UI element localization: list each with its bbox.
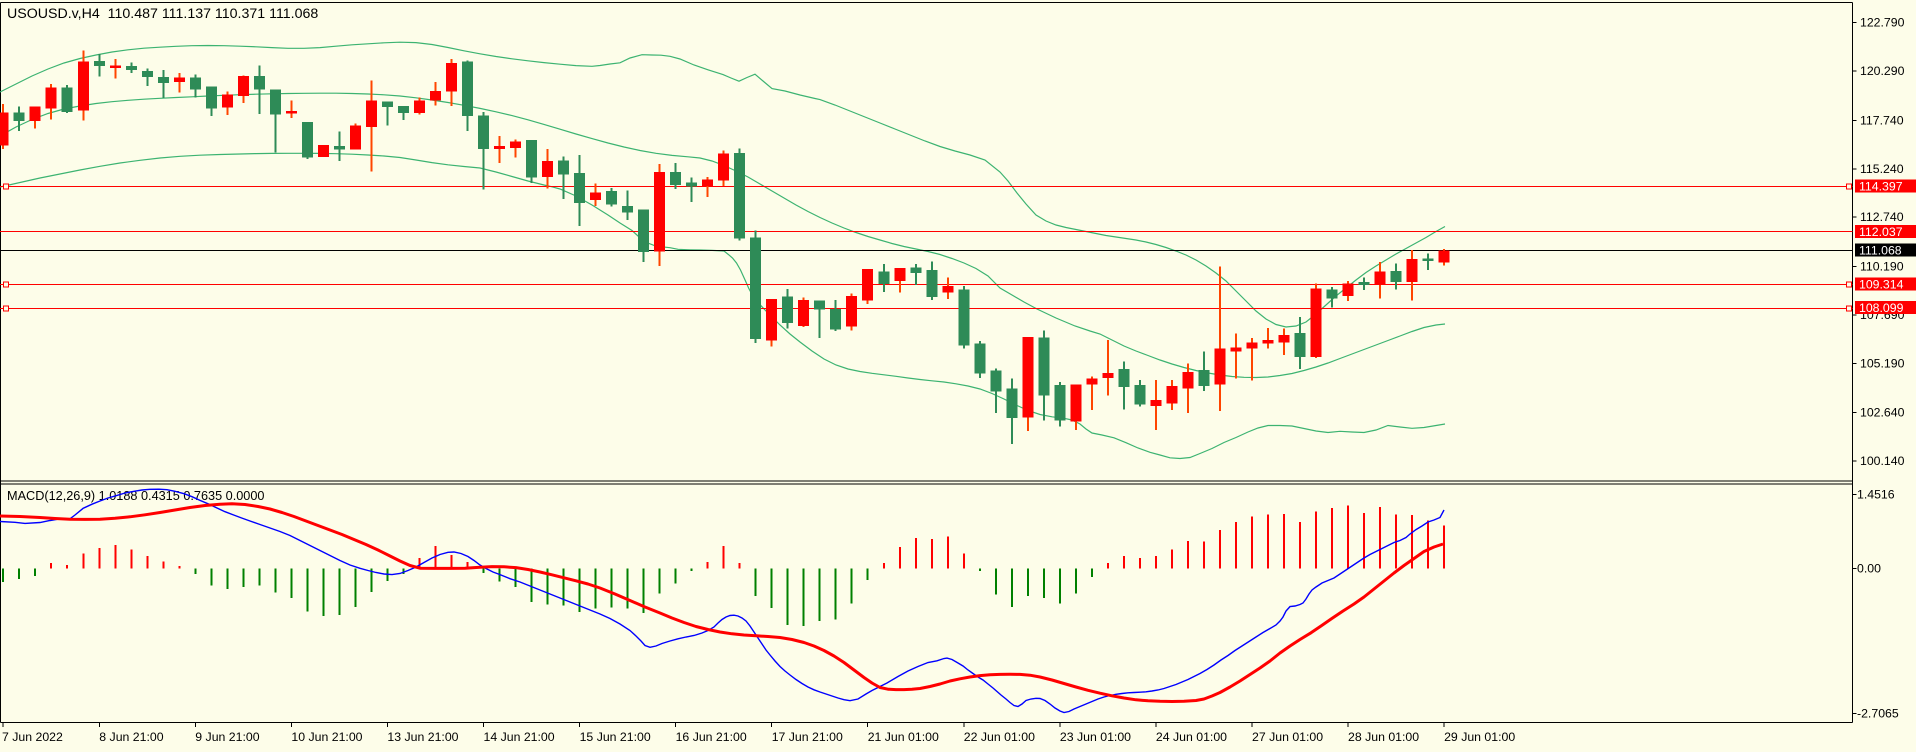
svg-text:21 Jun 01:00: 21 Jun 01:00 [868, 730, 939, 744]
svg-text:14 Jun 21:00: 14 Jun 21:00 [484, 730, 555, 744]
svg-text:102.640: 102.640 [1860, 406, 1905, 420]
svg-text:110.190: 110.190 [1860, 260, 1904, 274]
svg-text:28 Jun 01:00: 28 Jun 01:00 [1348, 730, 1419, 744]
svg-text:29 Jun 01:00: 29 Jun 01:00 [1444, 730, 1515, 744]
svg-text:24 Jun 01:00: 24 Jun 01:00 [1156, 730, 1227, 744]
svg-text:100.140: 100.140 [1860, 454, 1905, 468]
svg-text:17 Jun 21:00: 17 Jun 21:00 [772, 730, 843, 744]
svg-text:1.4516: 1.4516 [1857, 487, 1895, 501]
svg-text:23 Jun 01:00: 23 Jun 01:00 [1060, 730, 1131, 744]
svg-text:16 Jun 21:00: 16 Jun 21:00 [676, 730, 747, 744]
svg-text:MACD(12,26,9) 1.0188 0.4315 0.: MACD(12,26,9) 1.0188 0.4315 0.7635 0.000… [7, 489, 264, 503]
svg-text:27 Jun 01:00: 27 Jun 01:00 [1252, 730, 1323, 744]
svg-text:8 Jun 21:00: 8 Jun 21:00 [99, 730, 163, 744]
svg-text:122.790: 122.790 [1860, 16, 1905, 30]
svg-text:114.397: 114.397 [1859, 179, 1903, 193]
svg-text:117.740: 117.740 [1860, 113, 1904, 127]
svg-text:-2.7065: -2.7065 [1857, 707, 1899, 721]
svg-text:15 Jun 21:00: 15 Jun 21:00 [580, 730, 651, 744]
svg-text:10 Jun 21:00: 10 Jun 21:00 [291, 730, 362, 744]
svg-text:7 Jun 2022: 7 Jun 2022 [2, 730, 63, 744]
svg-text:112.037: 112.037 [1859, 225, 1903, 239]
svg-text:0.00: 0.00 [1857, 561, 1881, 575]
svg-text:112.740: 112.740 [1860, 210, 1904, 224]
svg-text:115.240: 115.240 [1860, 162, 1904, 176]
svg-text:USOUSD.v,H4 110.487 111.137 1: USOUSD.v,H4 110.487 111.137 110.371 111.… [7, 6, 318, 22]
svg-text:105.190: 105.190 [1860, 356, 1905, 370]
svg-text:111.068: 111.068 [1859, 244, 1902, 258]
svg-text:108.099: 108.099 [1859, 301, 1904, 315]
svg-text:120.290: 120.290 [1860, 64, 1905, 78]
svg-text:13 Jun 21:00: 13 Jun 21:00 [387, 730, 458, 744]
svg-text:22 Jun 01:00: 22 Jun 01:00 [964, 730, 1035, 744]
svg-text:109.314: 109.314 [1859, 278, 1904, 292]
svg-text:9 Jun 21:00: 9 Jun 21:00 [195, 730, 259, 744]
